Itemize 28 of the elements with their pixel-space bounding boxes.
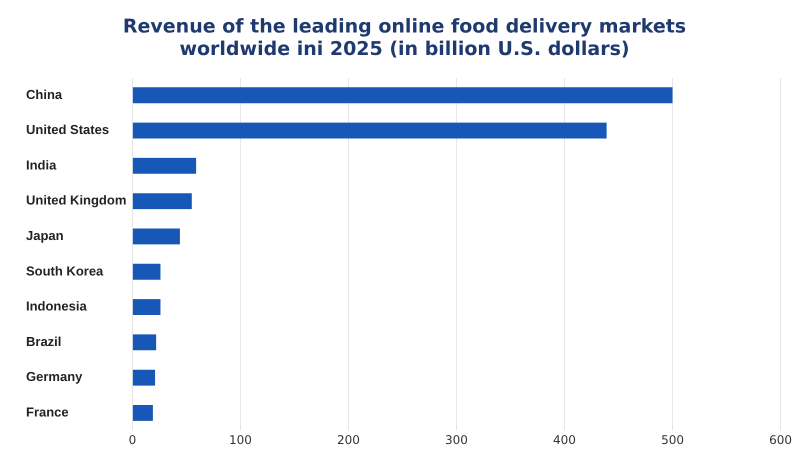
x-tick-label: 200 [336,432,360,447]
x-tick-label: 0 [128,432,136,447]
bar [132,122,607,138]
x-tick-label: 500 [661,432,684,447]
y-tick-label: France [26,404,69,420]
x-tick-label: 400 [553,432,576,447]
chart-title: Revenue of the leading online food delivery markets worldwide ini 2025 (in billion U.S. dollars) [122,15,686,60]
bar [132,87,673,104]
y-tick-label: Indonesia [26,298,88,314]
y-tick-label: China [26,86,63,102]
bar [132,370,156,386]
bar [132,334,156,350]
y-tick-label: United Kingdom [26,192,126,208]
x-tick-label: 100 [228,432,252,447]
y-tick-label: South Korea [26,263,104,278]
y-tick-label: Germany [26,369,84,384]
y-tick-label: United States [26,122,110,138]
bar [132,193,192,210]
y-tick-label: Brazil [26,334,62,349]
bar [132,405,153,421]
bar [132,264,160,280]
bar [132,299,160,315]
y-tick-label: India [26,157,58,172]
y-tick-label: Japan [26,228,64,244]
bar [132,158,196,174]
x-tick-label: 300 [445,432,468,447]
bar [132,228,180,244]
x-tick-label: 600 [769,432,792,447]
